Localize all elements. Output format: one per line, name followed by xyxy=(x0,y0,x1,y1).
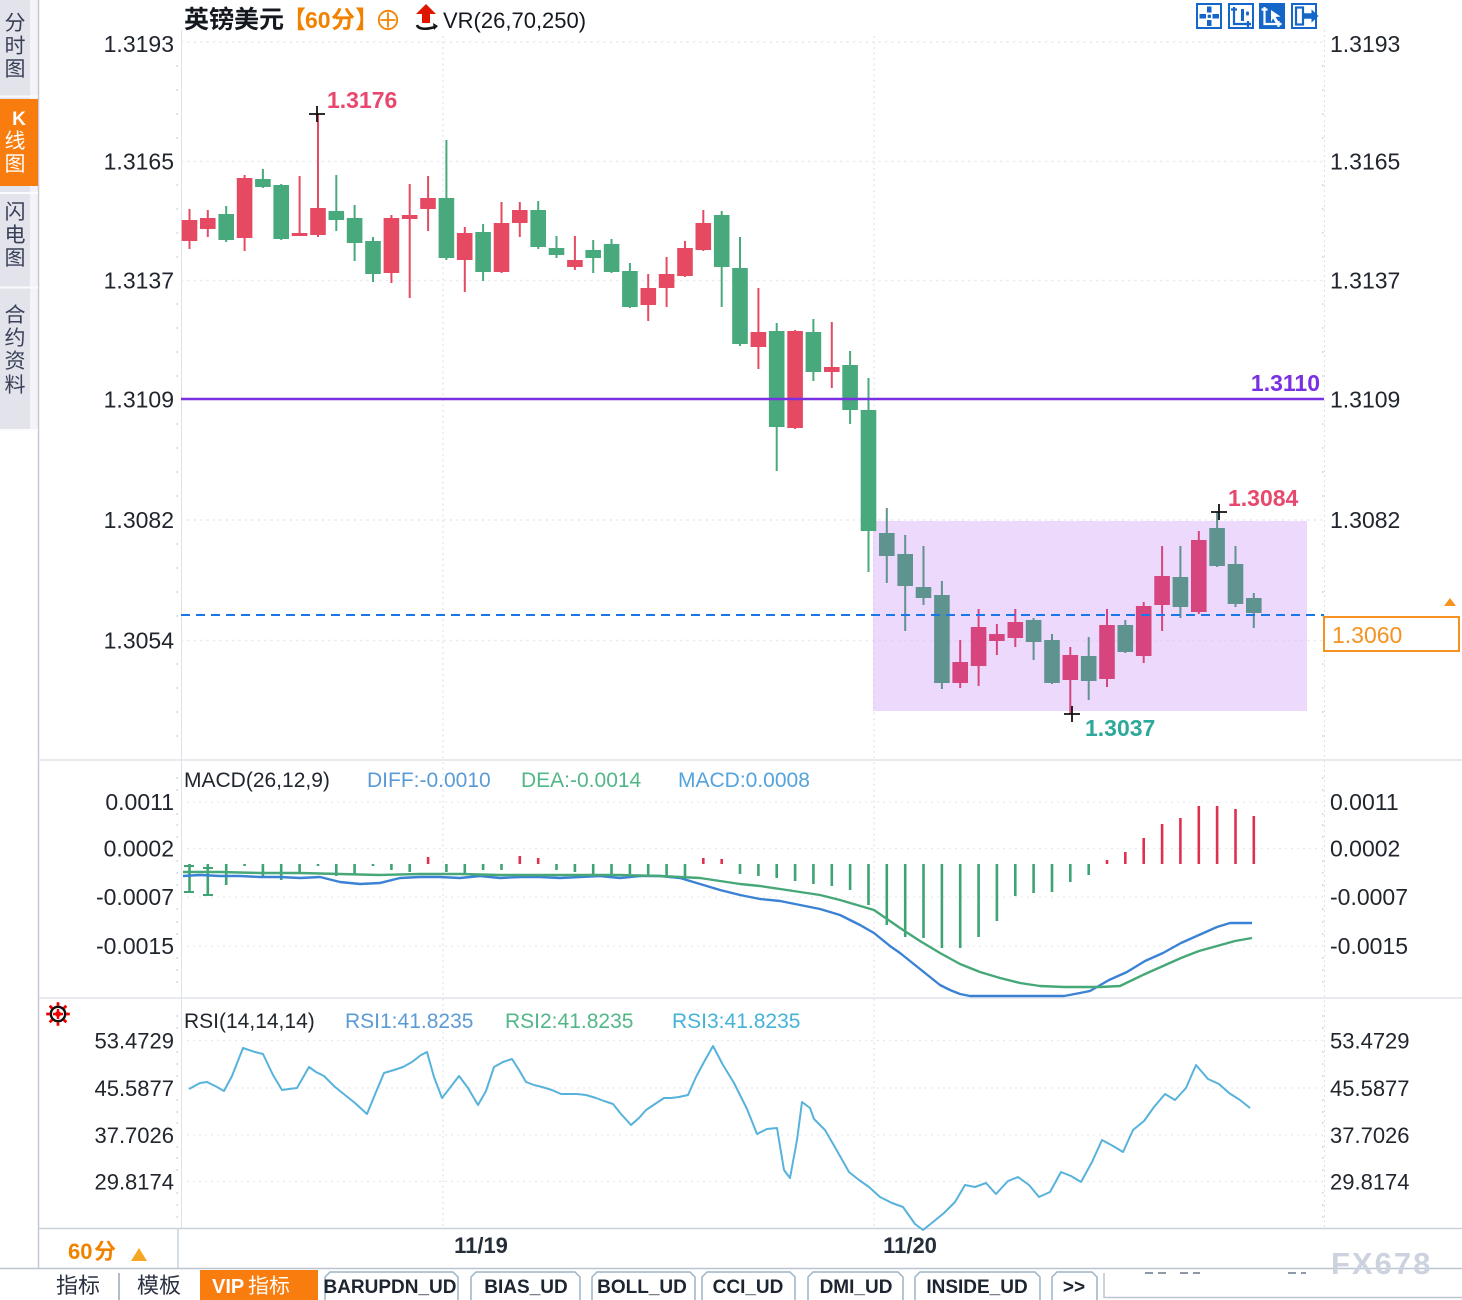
svg-text:60: 60 xyxy=(68,1239,92,1264)
svg-text:29.8174: 29.8174 xyxy=(94,1170,174,1195)
svg-text:1.3084: 1.3084 xyxy=(1228,485,1299,511)
svg-text:VIP: VIP xyxy=(212,1276,244,1298)
svg-text:1.3109: 1.3109 xyxy=(1330,387,1400,413)
svg-text:60: 60 xyxy=(305,7,331,33)
svg-text:RSI3:41.8235: RSI3:41.8235 xyxy=(672,1010,800,1033)
svg-text:-0.0007: -0.0007 xyxy=(96,884,174,910)
svg-text:-0.0015: -0.0015 xyxy=(1330,933,1408,959)
svg-text:MACD:0.0008: MACD:0.0008 xyxy=(678,769,810,792)
svg-text:29.8174: 29.8174 xyxy=(1330,1170,1410,1195)
svg-text:BOLL_UD: BOLL_UD xyxy=(597,1277,687,1298)
svg-text:37.7026: 37.7026 xyxy=(1330,1123,1410,1148)
svg-text:CCI_UD: CCI_UD xyxy=(713,1277,784,1298)
svg-text:37.7026: 37.7026 xyxy=(94,1123,174,1148)
svg-text:1.3109: 1.3109 xyxy=(104,387,174,413)
svg-text:1.3137: 1.3137 xyxy=(1330,268,1400,294)
svg-text:VR(26,70,250): VR(26,70,250) xyxy=(443,8,586,33)
svg-text:DEA:-0.0014: DEA:-0.0014 xyxy=(521,769,642,792)
svg-text:1.3137: 1.3137 xyxy=(104,268,174,294)
svg-text:>>: >> xyxy=(1063,1277,1085,1298)
svg-text:1.3082: 1.3082 xyxy=(1330,507,1400,533)
svg-text:K: K xyxy=(12,109,26,130)
svg-text:RSI(14,14,14): RSI(14,14,14) xyxy=(184,1010,315,1033)
svg-text:-0.0015: -0.0015 xyxy=(96,933,174,959)
svg-text:RSI2:41.8235: RSI2:41.8235 xyxy=(505,1010,633,1033)
svg-text:BARUPDN_UD: BARUPDN_UD xyxy=(323,1277,456,1298)
svg-text:0.0011: 0.0011 xyxy=(105,789,174,815)
svg-text:45.5877: 45.5877 xyxy=(94,1076,174,1101)
svg-text:53.4729: 53.4729 xyxy=(1330,1029,1410,1054)
svg-text:1.3165: 1.3165 xyxy=(1330,149,1400,175)
svg-text:1.3193: 1.3193 xyxy=(104,31,174,57)
svg-text:BIAS_UD: BIAS_UD xyxy=(484,1277,567,1298)
svg-text:RSI1:41.8235: RSI1:41.8235 xyxy=(345,1010,473,1033)
svg-text:DMI_UD: DMI_UD xyxy=(820,1277,893,1298)
svg-text:1.3082: 1.3082 xyxy=(104,507,174,533)
svg-text:1.3037: 1.3037 xyxy=(1085,715,1155,741)
svg-text:0.0002: 0.0002 xyxy=(104,836,174,862)
svg-text:0.0011: 0.0011 xyxy=(1330,789,1399,815)
svg-text:0.0002: 0.0002 xyxy=(1330,836,1400,862)
svg-text:1.3165: 1.3165 xyxy=(104,149,174,175)
svg-text:45.5877: 45.5877 xyxy=(1330,1076,1410,1101)
svg-text:MACD(26,12,9): MACD(26,12,9) xyxy=(184,769,330,792)
svg-text:1.3054: 1.3054 xyxy=(104,628,175,654)
svg-text:FX678: FX678 xyxy=(1331,1246,1432,1281)
svg-text:1.3193: 1.3193 xyxy=(1330,31,1400,57)
svg-text:1.3110: 1.3110 xyxy=(1251,370,1320,396)
svg-text:INSIDE_UD: INSIDE_UD xyxy=(926,1277,1027,1298)
svg-text:11/20: 11/20 xyxy=(883,1233,937,1258)
svg-text:-0.0007: -0.0007 xyxy=(1330,884,1408,910)
svg-text:1.3176: 1.3176 xyxy=(327,87,397,113)
svg-text:1.3060: 1.3060 xyxy=(1332,622,1402,648)
svg-text:11/19: 11/19 xyxy=(454,1233,508,1258)
svg-text:53.4729: 53.4729 xyxy=(94,1029,174,1054)
svg-text:DIFF:-0.0010: DIFF:-0.0010 xyxy=(367,769,491,792)
